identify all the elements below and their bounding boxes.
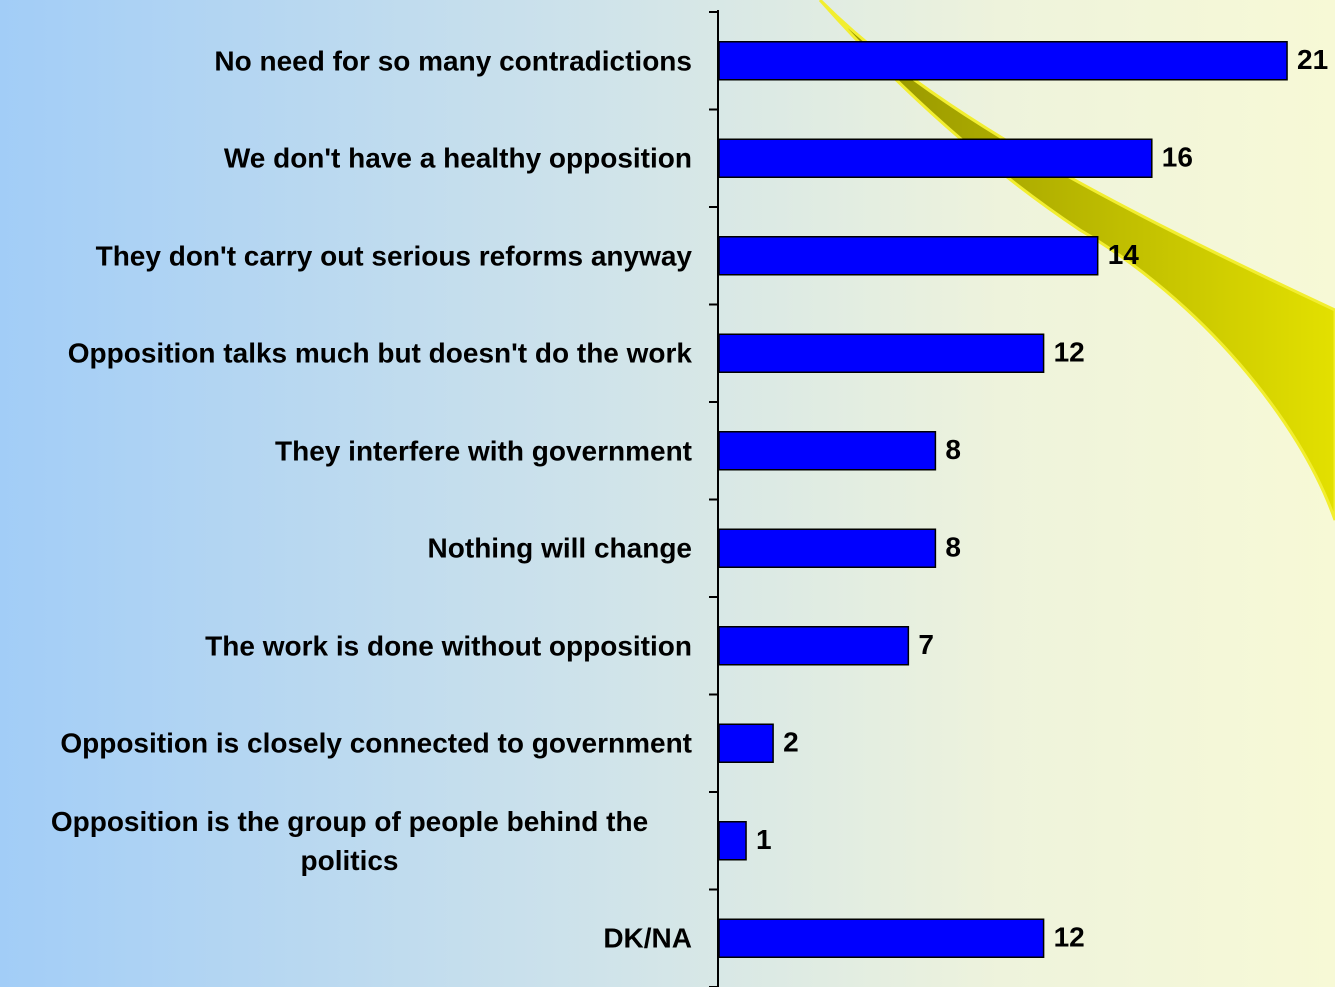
data-label: 12 bbox=[1054, 922, 1085, 953]
category-label: The work is done without opposition bbox=[205, 630, 692, 662]
category-label: No need for so many contradictions bbox=[214, 45, 692, 77]
bar bbox=[718, 918, 1045, 958]
bar bbox=[718, 723, 774, 763]
category-label: We don't have a healthy opposition bbox=[223, 142, 692, 174]
data-label: 12 bbox=[1054, 337, 1085, 368]
category-label: They don't carry out serious reforms any… bbox=[95, 240, 692, 272]
category-label: DK/NA bbox=[603, 922, 692, 954]
data-label: 16 bbox=[1162, 142, 1193, 173]
category-label: Opposition is closely connected to gover… bbox=[60, 727, 692, 759]
category-label: They interfere with government bbox=[275, 435, 692, 467]
bar bbox=[718, 431, 937, 471]
data-label: 21 bbox=[1297, 44, 1328, 75]
bar bbox=[718, 626, 910, 666]
category-label: Opposition is the group of people behind… bbox=[50, 805, 649, 876]
bar bbox=[718, 41, 1288, 81]
data-label: 8 bbox=[945, 532, 961, 563]
category-label: Opposition talks much but doesn't do the… bbox=[67, 337, 692, 369]
bar bbox=[718, 236, 1099, 276]
data-label: 7 bbox=[918, 629, 934, 660]
data-label: 14 bbox=[1108, 239, 1140, 270]
bar bbox=[718, 821, 747, 861]
category-label: Nothing will change bbox=[427, 532, 692, 564]
data-label: 1 bbox=[756, 824, 772, 855]
data-label: 8 bbox=[945, 434, 961, 465]
bar bbox=[718, 333, 1045, 373]
data-label: 2 bbox=[783, 727, 799, 758]
bar bbox=[718, 138, 1153, 178]
bar bbox=[718, 528, 937, 568]
